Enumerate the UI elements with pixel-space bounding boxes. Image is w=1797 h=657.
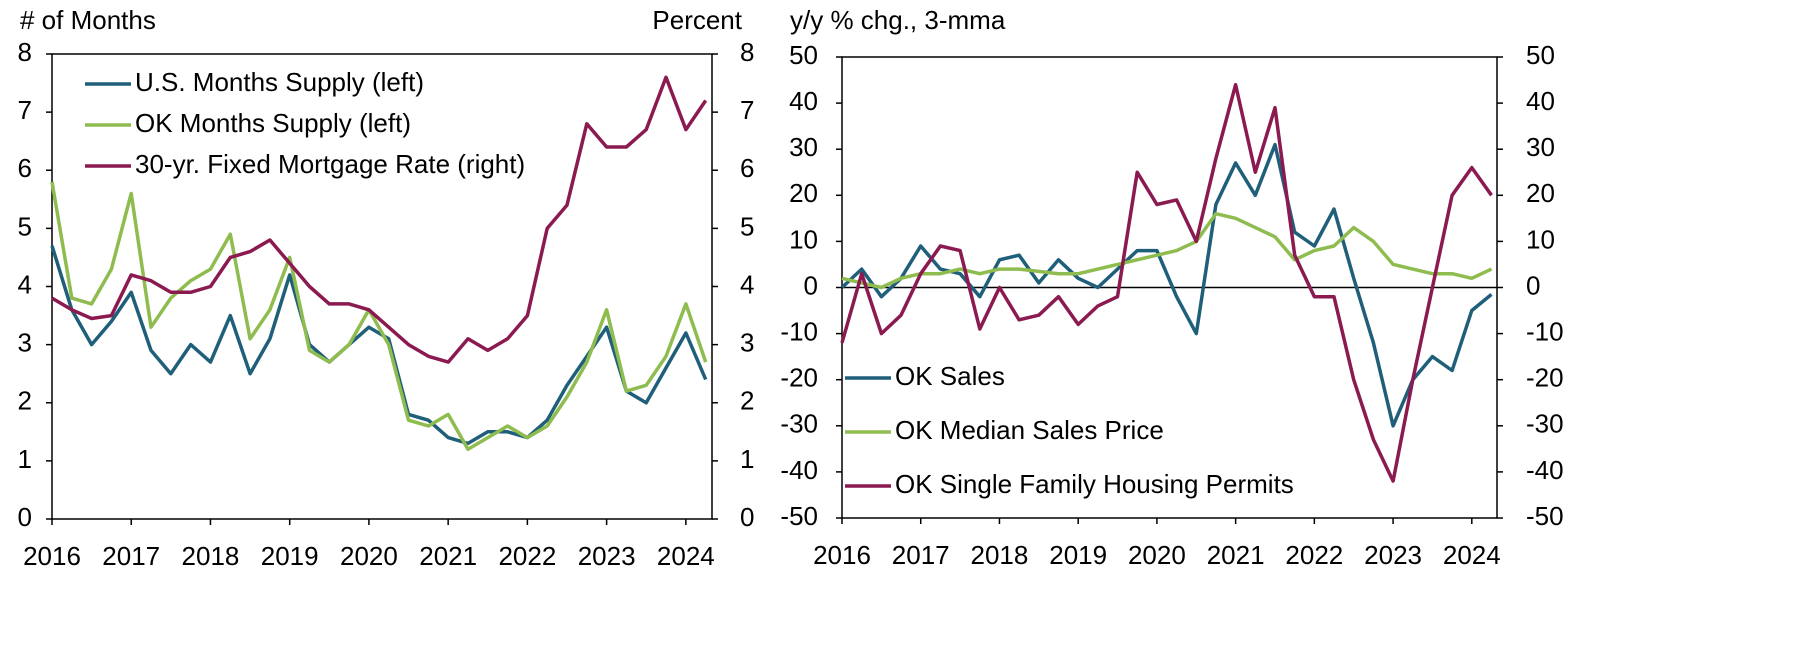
y2-tick-label: 6: [740, 153, 754, 183]
x-tick-label: 2019: [1049, 540, 1107, 570]
y-tick-label: 2: [18, 386, 32, 416]
x-tick-label: 2019: [261, 541, 319, 571]
y-tick-label: 8: [18, 37, 32, 67]
y-tick-label: 10: [789, 224, 818, 254]
legend-label: 30-yr. Fixed Mortgage Rate (right): [135, 149, 525, 179]
y2-tick-label: -50: [1526, 501, 1564, 531]
y2-tick-label: 10: [1526, 224, 1555, 254]
y2-tick-label: 50: [1526, 40, 1555, 70]
x-tick-label: 2018: [971, 540, 1029, 570]
x-tick-label: 2017: [892, 540, 950, 570]
y-tick-label: 7: [18, 95, 32, 125]
y2-tick-label: 2: [740, 386, 754, 416]
series-line: [50, 181, 708, 452]
y2-tick-label: 1: [740, 444, 754, 474]
y-axis-label: y/y % chg., 3-mma: [790, 5, 1006, 35]
y-tick-label: 30: [789, 132, 818, 162]
y-tick-label: 5: [18, 211, 32, 241]
y-tick-label: 6: [18, 153, 32, 183]
series-line: [50, 245, 708, 446]
x-tick-label: 2017: [102, 541, 160, 571]
y-tick-label: 1: [18, 444, 32, 474]
y-tick-label: -20: [780, 363, 818, 393]
y2-tick-label: 20: [1526, 178, 1555, 208]
y2-tick-label: 3: [740, 328, 754, 358]
x-tick-label: 2021: [1207, 540, 1265, 570]
y2-tick-label: -30: [1526, 409, 1564, 439]
y2-tick-label: -40: [1526, 455, 1564, 485]
x-tick-label: 2016: [813, 540, 871, 570]
x-tick-label: 2023: [1364, 540, 1422, 570]
legend-label: OK Sales: [895, 361, 1005, 391]
x-tick-label: 2022: [1285, 540, 1343, 570]
y-tick-label: 20: [789, 178, 818, 208]
y-tick-label: -30: [780, 409, 818, 439]
y2-tick-label: 5: [740, 211, 754, 241]
legend-label: OK Single Family Housing Permits: [895, 469, 1294, 499]
x-tick-label: 2020: [1128, 540, 1186, 570]
x-tick-label: 2020: [340, 541, 398, 571]
x-tick-label: 2016: [23, 541, 81, 571]
legend-label: OK Months Supply (left): [135, 108, 411, 138]
y2-tick-label: 8: [740, 37, 754, 67]
x-tick-label: 2023: [578, 541, 636, 571]
y-tick-label: -50: [780, 501, 818, 531]
y2-tick-label: 0: [1526, 270, 1540, 300]
y2-tick-label: 0: [740, 502, 754, 532]
y2-tick-label: 4: [740, 269, 754, 299]
y-tick-label: -40: [780, 455, 818, 485]
series-line: [51, 75, 708, 364]
y2-tick-label: 40: [1526, 86, 1555, 116]
y2-axis-label: Percent: [652, 5, 742, 35]
y-tick-label: 0: [18, 502, 32, 532]
x-tick-label: 2024: [657, 541, 715, 571]
y2-tick-label: 30: [1526, 132, 1555, 162]
y2-tick-label: 7: [740, 95, 754, 125]
x-tick-label: 2018: [182, 541, 240, 571]
y-tick-label: -10: [780, 316, 818, 346]
y-tick-label: 4: [18, 269, 32, 299]
y-tick-label: 50: [789, 40, 818, 70]
y-axis-label: # of Months: [20, 5, 156, 35]
x-tick-label: 2021: [419, 541, 477, 571]
legend-label: OK Median Sales Price: [895, 415, 1164, 445]
y2-tick-label: -10: [1526, 316, 1564, 346]
y-tick-label: 3: [18, 328, 32, 358]
y-tick-label: 40: [789, 86, 818, 116]
y-tick-label: 0: [804, 270, 818, 300]
legend-label: U.S. Months Supply (left): [135, 67, 424, 97]
y2-tick-label: -20: [1526, 363, 1564, 393]
x-tick-label: 2022: [498, 541, 556, 571]
series-line: [841, 211, 1493, 290]
x-tick-label: 2024: [1443, 540, 1501, 570]
series-line: [840, 82, 1493, 483]
